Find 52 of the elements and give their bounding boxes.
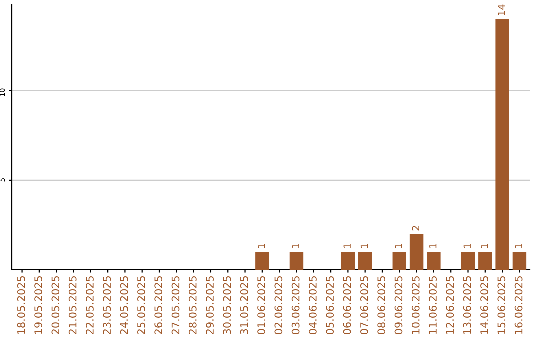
data-label: 1: [515, 244, 522, 248]
x-tick-label: 28.05.2025: [188, 276, 197, 334]
bar: [478, 252, 492, 270]
x-tick-label: 10.06.2025: [412, 276, 420, 334]
data-label: 1: [481, 244, 488, 248]
x-tick-label: 13.06.2025: [463, 276, 472, 334]
x-tick-label: 20.05.2025: [52, 276, 60, 334]
bar: [290, 252, 304, 270]
x-tick-label: 15.06.2025: [498, 276, 506, 334]
x-tick-label: 03.06.2025: [292, 276, 300, 335]
x-tick-label: 25.05.2025: [138, 276, 146, 334]
x-tick-label: 19.05.2025: [34, 276, 42, 334]
bar: [358, 252, 372, 270]
x-tick-label: 16.06.2025: [514, 276, 523, 334]
bar: [461, 252, 476, 270]
data-label: 1: [360, 244, 368, 248]
bar: [410, 234, 424, 270]
bar: [341, 252, 356, 270]
x-tick-label: 09.06.2025: [394, 276, 403, 335]
x-tick-label: 24.05.2025: [120, 276, 128, 334]
x-tick-label: 11.06.2025: [429, 276, 437, 334]
data-label: 2: [412, 226, 420, 231]
bar: [427, 252, 441, 270]
bar: [256, 252, 270, 270]
x-tick-label: 26.05.2025: [154, 276, 163, 334]
x-tick-label: 18.05.2025: [17, 276, 26, 334]
x-tick-label: 29.05.2025: [206, 276, 214, 334]
x-tick-label: 05.06.2025: [326, 276, 334, 335]
x-tick-label: 30.05.2025: [223, 276, 232, 334]
data-label: 1: [430, 244, 437, 248]
data-label: 1: [464, 244, 471, 248]
x-tick-label: 06.06.2025: [343, 276, 352, 335]
x-tick-label: 14.06.2025: [480, 276, 488, 334]
x-tick-label: 04.06.2025: [309, 276, 317, 335]
bar: [496, 19, 510, 270]
x-tick-label: 31.05.2025: [240, 276, 248, 334]
x-tick-label: 08.06.2025: [378, 276, 386, 335]
data-label: 1: [344, 244, 351, 248]
x-tick-label: 01.06.2025: [258, 276, 266, 335]
x-tick-label: 21.05.2025: [68, 276, 77, 334]
x-tick-label: 02.06.2025: [274, 276, 283, 335]
data-label: 1: [258, 244, 266, 248]
x-tick-label: 22.05.2025: [86, 276, 94, 334]
x-tick-label: 07.06.2025: [360, 276, 368, 335]
data-label: 1: [292, 244, 300, 248]
x-tick-label: 12.06.2025: [446, 276, 454, 334]
bar: [512, 252, 527, 270]
data-label: 14: [498, 4, 506, 16]
x-tick-label: 27.05.2025: [172, 276, 180, 334]
x-tick-label: 23.05.2025: [103, 276, 112, 334]
bar: [392, 252, 407, 270]
data-label: 1: [395, 244, 402, 248]
